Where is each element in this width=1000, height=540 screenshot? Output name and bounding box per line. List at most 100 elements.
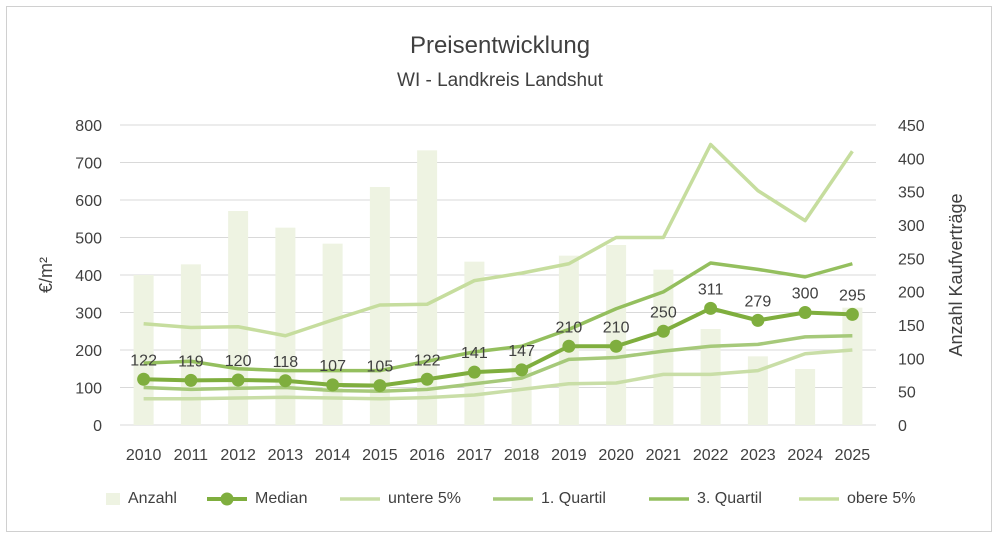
median-data-label: 119 <box>178 353 204 370</box>
legend-label: Anzahl <box>128 490 177 507</box>
series-line-1-quartil <box>143 334 853 393</box>
legend: Anzahl Median untere 5% 1. Quartil 3. Quarti… <box>0 486 1000 512</box>
bar <box>133 275 154 425</box>
y-tick-label: 400 <box>75 268 102 285</box>
legend-swatch <box>799 497 839 501</box>
bar <box>275 227 296 425</box>
median-data-label: 122 <box>130 352 157 369</box>
y2-tick-label: 0 <box>898 418 907 435</box>
legend-item: Anzahl <box>104 486 177 512</box>
y2-tick-label: 50 <box>898 385 916 402</box>
median-point <box>562 339 576 353</box>
bar <box>322 243 343 425</box>
series-line-obere-5- <box>143 142 854 338</box>
series-line-3-quartil <box>143 261 853 373</box>
median-point <box>373 379 387 393</box>
x-tick-label: 2023 <box>740 447 776 464</box>
y2-tick-label: 250 <box>898 251 925 268</box>
median-point <box>326 378 340 392</box>
median-point <box>420 372 434 386</box>
median-point <box>751 313 765 327</box>
y-tick-label: 500 <box>75 231 102 248</box>
legend-swatch <box>207 492 247 506</box>
x-tick-label: 2021 <box>646 447 682 464</box>
legend-label: untere 5% <box>388 490 461 507</box>
x-tick-label: 2014 <box>315 447 351 464</box>
median-point <box>798 306 812 319</box>
median-data-label: 210 <box>556 319 583 336</box>
y-axis-label: €/m² <box>36 257 56 293</box>
legend-label: obere 5% <box>847 490 916 507</box>
legend-item: Median <box>205 486 307 512</box>
bar <box>795 369 816 425</box>
y-tick-label: 300 <box>75 306 102 323</box>
y2-tick-label: 200 <box>898 285 925 302</box>
median-data-label: 210 <box>603 319 630 336</box>
bar <box>464 261 485 425</box>
legend-item: 1. Quartil <box>491 486 606 512</box>
median-point <box>609 339 623 353</box>
median-point <box>845 307 859 321</box>
legend-swatch <box>106 493 120 505</box>
median-data-label: 147 <box>508 343 535 360</box>
x-tick-label: 2025 <box>835 447 871 464</box>
bar <box>747 356 768 425</box>
median-data-label: 311 <box>698 281 724 298</box>
median-point <box>231 373 245 387</box>
legend-item: 3. Quartil <box>647 486 762 512</box>
bar <box>842 307 863 425</box>
x-tick-label: 2015 <box>362 447 398 464</box>
chart-subtitle: WI - Landkreis Landshut <box>397 70 603 91</box>
median-point <box>656 324 670 338</box>
x-tick-label: 2010 <box>126 447 162 464</box>
y-tick-label: 600 <box>75 193 102 210</box>
y-tick-label: 700 <box>75 156 102 173</box>
bar <box>417 150 438 426</box>
bar <box>700 329 721 425</box>
legend-swatch <box>340 497 380 501</box>
y-tick-label: 200 <box>75 343 102 360</box>
x-tick-label: 2024 <box>787 447 823 464</box>
median-data-label: 295 <box>839 287 866 304</box>
bar <box>653 269 674 425</box>
y2-tick-label: 150 <box>898 318 925 335</box>
y-tick-label: 800 <box>75 118 102 135</box>
median-data-label: 107 <box>319 358 346 375</box>
median-point <box>137 372 151 386</box>
y-tick-label: 100 <box>75 381 102 398</box>
x-tick-label: 2017 <box>457 447 493 464</box>
legend-swatch <box>493 497 533 501</box>
bar <box>180 264 201 425</box>
median-point <box>184 373 198 387</box>
median-data-label: 300 <box>792 286 819 303</box>
x-tick-label: 2013 <box>268 447 304 464</box>
chart-title: Preisentwicklung <box>409 32 591 59</box>
y2-tick-label: 300 <box>898 218 925 235</box>
median-data-label: 122 <box>414 352 441 369</box>
y2-axis-label: Anzahl Kaufverträge <box>946 193 966 356</box>
legend-item: untere 5% <box>338 486 461 512</box>
median-point <box>704 301 718 315</box>
y-tick-label: 0 <box>93 418 102 435</box>
x-tick-label: 2020 <box>598 447 634 464</box>
legend-label: Median <box>255 490 308 507</box>
median-data-label: 118 <box>273 354 299 371</box>
x-tick-label: 2018 <box>504 447 540 464</box>
x-tick-label: 2016 <box>409 447 445 464</box>
x-tick-label: 2011 <box>174 447 209 464</box>
series-line-median <box>143 306 853 388</box>
bar <box>228 211 249 425</box>
median-data-label: 279 <box>745 293 772 310</box>
y2-tick-label: 400 <box>898 151 925 168</box>
legend-label: 3. Quartil <box>697 490 762 507</box>
legend-swatch <box>649 497 689 501</box>
median-point <box>515 363 529 377</box>
median-data-label: 141 <box>461 345 488 362</box>
median-point <box>467 365 481 379</box>
median-data-label: 120 <box>225 353 252 370</box>
x-tick-label: 2022 <box>693 447 729 464</box>
y2-tick-label: 100 <box>898 351 925 368</box>
median-point <box>278 374 292 388</box>
bar <box>606 245 627 425</box>
